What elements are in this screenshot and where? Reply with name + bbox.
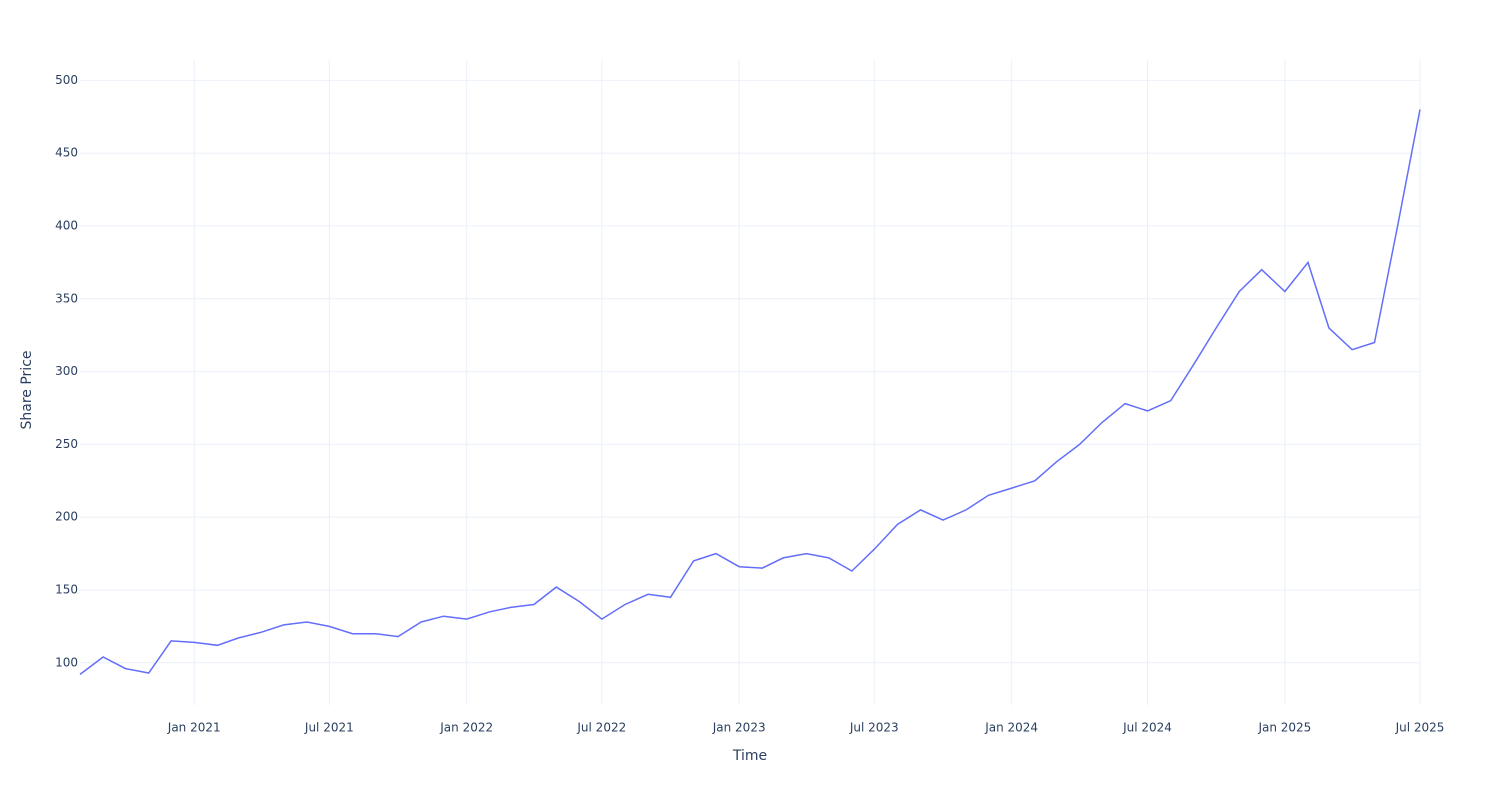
x-axis-title: Time [732,748,767,764]
x-tick-label: Jul 2024 [1122,721,1172,735]
y-tick-label: 300 [55,364,78,378]
y-tick-label: 500 [55,73,78,87]
x-tick-label: Jan 2021 [167,721,221,735]
y-tick-label: 400 [55,218,78,232]
x-tick-label: Jul 2021 [304,721,354,735]
y-tick-label: 350 [55,291,78,305]
y-axis-title: Share Price [19,350,35,429]
y-tick-label: 200 [55,510,78,524]
x-tick-label: Jan 2022 [439,721,493,735]
x-tick-label: Jan 2024 [984,721,1038,735]
x-tick-label: Jul 2022 [576,721,626,735]
x-tick-label: Jan 2023 [712,721,766,735]
x-tick-label: Jul 2025 [1395,721,1445,735]
x-tick-label: Jan 2025 [1257,721,1311,735]
y-tick-label: 100 [55,655,78,669]
x-tick-label: Jul 2023 [849,721,899,735]
y-tick-label: 150 [55,582,78,596]
y-tick-label: 250 [55,437,78,451]
line [79,109,1421,675]
y-tick-label: 450 [55,146,78,160]
